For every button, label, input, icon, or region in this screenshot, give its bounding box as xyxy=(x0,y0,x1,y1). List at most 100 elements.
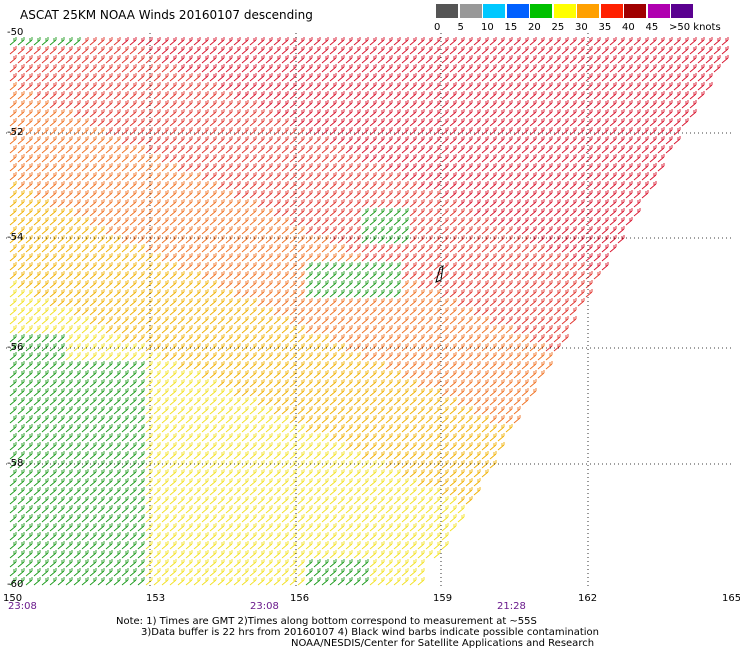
wind-barb xyxy=(97,307,105,316)
wind-barb xyxy=(81,46,89,55)
wind-barb xyxy=(313,64,321,73)
wind-barb xyxy=(577,172,585,181)
wind-barb xyxy=(617,217,625,226)
wind-barb xyxy=(217,307,225,316)
wind-barb xyxy=(209,334,217,343)
wind-barb xyxy=(321,163,329,172)
wind-barb xyxy=(209,226,217,235)
wind-barb xyxy=(665,82,673,91)
wind-barb xyxy=(553,235,561,244)
wind-barb xyxy=(537,46,545,55)
wind-barb xyxy=(337,109,345,118)
wind-barb xyxy=(97,163,105,172)
wind-barb xyxy=(441,172,449,181)
wind-barb xyxy=(369,82,377,91)
wind-barb xyxy=(649,145,657,154)
wind-barb xyxy=(465,73,473,82)
wind-barb xyxy=(449,163,457,172)
wind-barb xyxy=(209,253,217,262)
wind-barb xyxy=(217,352,225,361)
wind-barb xyxy=(49,190,57,199)
wind-barb xyxy=(353,181,361,190)
wind-barb xyxy=(433,100,441,109)
wind-barb xyxy=(193,361,201,370)
wind-barb xyxy=(473,64,481,73)
wind-barb xyxy=(17,190,25,199)
wind-barb xyxy=(425,361,433,370)
wind-barb xyxy=(249,262,257,271)
wind-barb xyxy=(385,217,393,226)
wind-barb xyxy=(73,46,81,55)
wind-barb xyxy=(73,190,81,199)
wind-barb xyxy=(41,262,49,271)
wind-barb xyxy=(473,361,481,370)
wind-barb xyxy=(361,334,369,343)
wind-barb xyxy=(321,262,329,271)
wind-barb xyxy=(673,46,681,55)
wind-barb xyxy=(17,325,25,334)
wind-barb xyxy=(545,307,553,316)
wind-barb xyxy=(161,127,169,136)
wind-barb xyxy=(593,154,601,163)
wind-barb xyxy=(297,235,305,244)
wind-barb xyxy=(529,145,537,154)
wind-barb xyxy=(89,226,97,235)
wind-barb xyxy=(105,343,113,352)
wind-barb xyxy=(417,199,425,208)
wind-barb xyxy=(369,118,377,127)
wind-barb xyxy=(73,64,81,73)
wind-barb xyxy=(649,118,657,127)
wind-barb xyxy=(257,82,265,91)
wind-barb xyxy=(217,118,225,127)
wind-barb xyxy=(249,343,257,352)
wind-barb xyxy=(57,46,65,55)
wind-barb xyxy=(497,91,505,100)
wind-barb xyxy=(537,280,545,289)
wind-barb xyxy=(105,163,113,172)
wind-barb xyxy=(121,262,129,271)
wind-barb xyxy=(497,361,505,370)
wind-barb xyxy=(273,370,281,379)
wind-barb xyxy=(449,127,457,136)
wind-barb xyxy=(113,136,121,145)
wind-barb xyxy=(393,334,401,343)
wind-barb xyxy=(281,334,289,343)
wind-barb xyxy=(225,118,233,127)
wind-barb xyxy=(449,190,457,199)
wind-barb xyxy=(489,352,497,361)
wind-barb xyxy=(377,253,385,262)
wind-barb xyxy=(465,289,473,298)
wind-barb xyxy=(161,118,169,127)
wind-barb xyxy=(409,298,417,307)
wind-barb xyxy=(401,325,409,334)
wind-barb xyxy=(377,127,385,136)
wind-barb xyxy=(577,127,585,136)
wind-barb xyxy=(177,334,185,343)
wind-barb xyxy=(545,325,553,334)
wind-barb xyxy=(513,109,521,118)
wind-barb xyxy=(113,343,121,352)
wind-barb xyxy=(329,172,337,181)
wind-barb xyxy=(401,127,409,136)
wind-barb xyxy=(113,226,121,235)
wind-barb xyxy=(329,280,337,289)
wind-barb xyxy=(345,190,353,199)
wind-barb xyxy=(385,271,393,280)
wind-barb xyxy=(153,163,161,172)
wind-barb xyxy=(401,352,409,361)
wind-barb xyxy=(281,325,289,334)
wind-barb xyxy=(33,334,41,343)
wind-barb xyxy=(433,163,441,172)
wind-barb xyxy=(177,91,185,100)
wind-barb xyxy=(553,91,561,100)
wind-barb xyxy=(169,73,177,82)
wind-barb xyxy=(177,271,185,280)
wind-barb xyxy=(145,145,153,154)
wind-barb xyxy=(369,307,377,316)
wind-barb xyxy=(41,253,49,262)
wind-barb xyxy=(249,64,257,73)
wind-barb xyxy=(161,64,169,73)
colorbar-swatch xyxy=(553,4,576,18)
wind-barb xyxy=(321,316,329,325)
wind-barb xyxy=(25,91,33,100)
